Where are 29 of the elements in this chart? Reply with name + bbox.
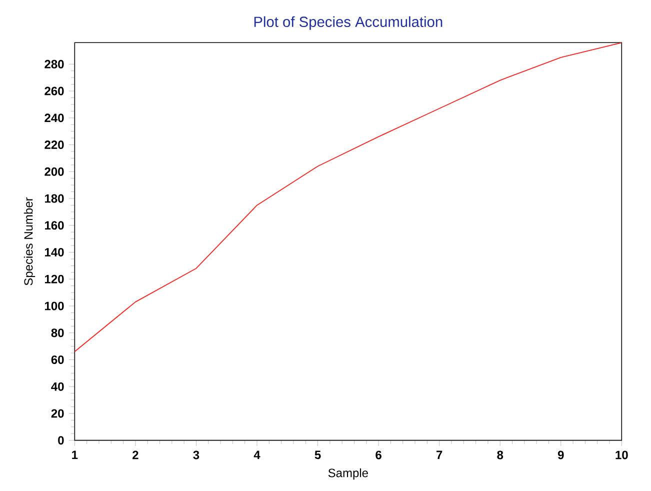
x-tick-label: 10: [616, 450, 628, 460]
y-tick-label: 40: [51, 382, 64, 391]
y-tick-label: 100: [45, 302, 64, 310]
x-tick-label: 7: [436, 450, 442, 459]
y-tick-label: 280: [44, 60, 64, 68]
x-tick-label: 5: [314, 450, 321, 460]
x-tick-label: 4: [254, 450, 260, 459]
x-tick-label: 9: [558, 450, 564, 460]
x-axis-title: Sample: [328, 468, 368, 480]
chart-title: Plot of Species Accumulation: [254, 16, 442, 30]
y-tick-label: 80: [51, 328, 64, 338]
y-tick-label: 260: [44, 86, 64, 96]
x-tick-label: 6: [376, 450, 382, 460]
x-tick-label: 1: [72, 450, 78, 459]
y-tick-label: 220: [44, 140, 64, 150]
y-tick-label: 0: [58, 436, 64, 445]
y-tick-label: 20: [51, 409, 64, 418]
x-tick-label: 3: [193, 450, 200, 460]
y-axis-title: Species Number: [24, 197, 36, 286]
line-series: [74, 42, 622, 352]
x-tick-label: 2: [132, 450, 138, 460]
y-tick-label: 60: [51, 355, 64, 364]
y-tick-label: 140: [45, 248, 64, 256]
x-tick-label: 8: [497, 450, 504, 460]
y-tick-label: 160: [45, 221, 64, 230]
y-tick-label: 200: [44, 167, 64, 176]
y-tick-label: 240: [44, 114, 64, 122]
y-tick-label: 120: [45, 274, 64, 284]
y-tick-label: 180: [45, 194, 64, 203]
